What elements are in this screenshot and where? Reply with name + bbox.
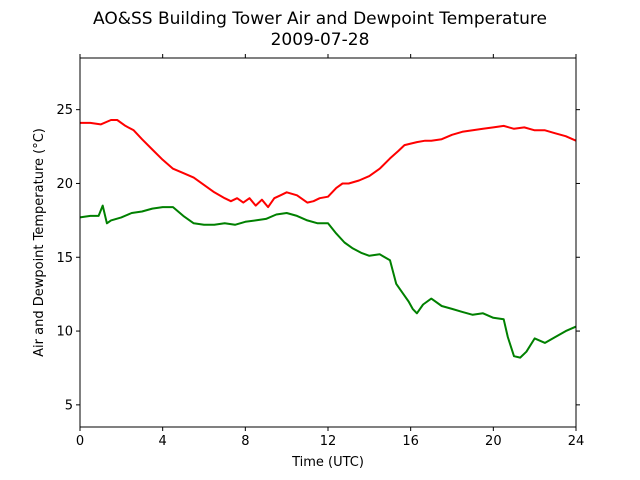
x-tick-label: 20 [485, 434, 502, 449]
x-tick-label: 8 [241, 434, 249, 449]
y-tick-label: 5 [65, 398, 73, 413]
plot-series [79, 119, 577, 359]
x-tick-label: 16 [402, 434, 419, 449]
axis-ticks: 0 4 8 12 16 20 24 5 10 15 20 25 [56, 54, 584, 449]
y-tick-label: 15 [56, 251, 73, 266]
x-axis-label: Time (UTC) [291, 455, 364, 470]
y-tick-label: 20 [56, 177, 73, 192]
y-axis-label: Air and Dewpoint Temperature (°C) [32, 128, 47, 357]
x-tick-label: 4 [159, 434, 167, 449]
y-tick-label: 10 [56, 325, 73, 340]
y-tick-label: 25 [56, 103, 73, 118]
chart-subtitle: 2009-07-28 [271, 30, 370, 50]
x-tick-label: 0 [76, 434, 84, 449]
series-line-0 [80, 119, 577, 209]
plot-area-frame [79, 57, 577, 428]
chart-title: AO&SS Building Tower Air and Dewpoint Te… [93, 9, 547, 29]
series-line-1 [79, 204, 577, 359]
x-tick-label: 12 [320, 434, 337, 449]
x-tick-label: 24 [568, 434, 585, 449]
